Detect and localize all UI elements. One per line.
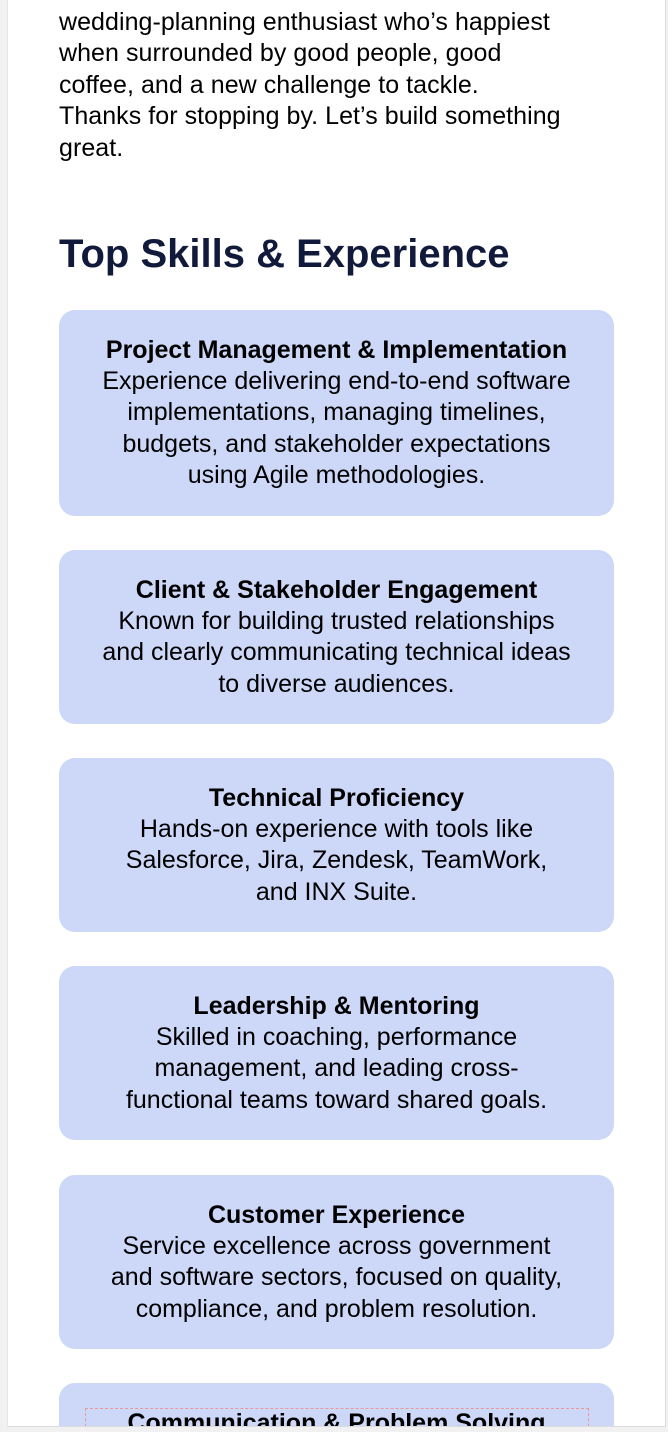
selection-outline xyxy=(85,1408,589,1426)
skill-card-project-management: Project Management & Implementation Expe… xyxy=(59,310,614,516)
description-line: implementations, managing timelines, xyxy=(127,398,546,427)
skill-card-communication: Communication & Problem Solving xyxy=(59,1383,614,1427)
description-line: Experience delivering end-to-end softwar… xyxy=(102,367,571,396)
skill-card-technical-proficiency: Technical Proficiency Hands-on experienc… xyxy=(59,758,614,932)
skill-card-customer-experience: Customer Experience Service excellence a… xyxy=(59,1175,614,1349)
description-line: to diverse audiences. xyxy=(218,669,455,698)
description-line: Skilled in coaching, performance xyxy=(155,1023,518,1052)
skill-card-leadership: Leadership & Mentoring Skilled in coachi… xyxy=(59,966,614,1140)
intro-line: wedding-planning enthusiast who’s happie… xyxy=(59,8,550,36)
description-line: Hands-on experience with tools like xyxy=(139,815,534,844)
intro-paragraph: wedding-planning enthusiast who’s happie… xyxy=(59,0,614,164)
description-line: compliance, and problem resolution. xyxy=(135,1294,538,1323)
skill-card-title: Technical Proficiency xyxy=(208,784,465,812)
description-line: using Agile methodologies. xyxy=(187,460,486,489)
page: wedding-planning enthusiast who’s happie… xyxy=(7,0,666,1427)
skill-card-title: Leadership & Mentoring xyxy=(193,992,480,1020)
skill-card-description: Known for building trusted relationships… xyxy=(77,606,596,700)
description-line: and clearly communicating technical idea… xyxy=(102,638,571,667)
description-line: functional teams toward shared goals. xyxy=(125,1085,548,1114)
skill-card-description: Skilled in coaching, performance managem… xyxy=(77,1022,596,1116)
intro-line: Thanks for stopping by. Let’s build some… xyxy=(59,102,561,131)
description-line: and software sectors, focused on quality… xyxy=(110,1263,563,1292)
skill-card-title: Customer Experience xyxy=(207,1201,466,1229)
description-line: Service excellence across government xyxy=(122,1232,551,1261)
skill-card-client-engagement: Client & Stakeholder Engagement Known fo… xyxy=(59,550,614,724)
skill-card-title: Client & Stakeholder Engagement xyxy=(135,576,538,604)
skill-card-description: Hands-on experience with tools like Sale… xyxy=(77,814,596,908)
skill-card-title: Project Management & Implementation xyxy=(105,336,568,364)
description-line: budgets, and stakeholder expectations xyxy=(122,429,551,458)
main-content: wedding-planning enthusiast who’s happie… xyxy=(59,0,614,1426)
description-line: Salesforce, Jira, Zendesk, TeamWork, xyxy=(125,846,548,875)
intro-line: great. xyxy=(59,133,124,162)
skill-card-description: Service excellence across government and… xyxy=(77,1231,596,1325)
skills-section-title: Top Skills & Experience xyxy=(59,232,510,276)
description-line: management, and leading cross- xyxy=(154,1054,519,1083)
skill-card-title: Communication & Problem Solving xyxy=(127,1409,546,1427)
intro-line: coffee, and a new challenge to tackle. xyxy=(59,70,479,99)
description-line: Known for building trusted relationships xyxy=(118,607,555,636)
description-line: and INX Suite. xyxy=(255,877,418,906)
skill-card-description: Experience delivering end-to-end softwar… xyxy=(77,366,596,491)
intro-line: when surrounded by good people, good xyxy=(59,39,502,68)
